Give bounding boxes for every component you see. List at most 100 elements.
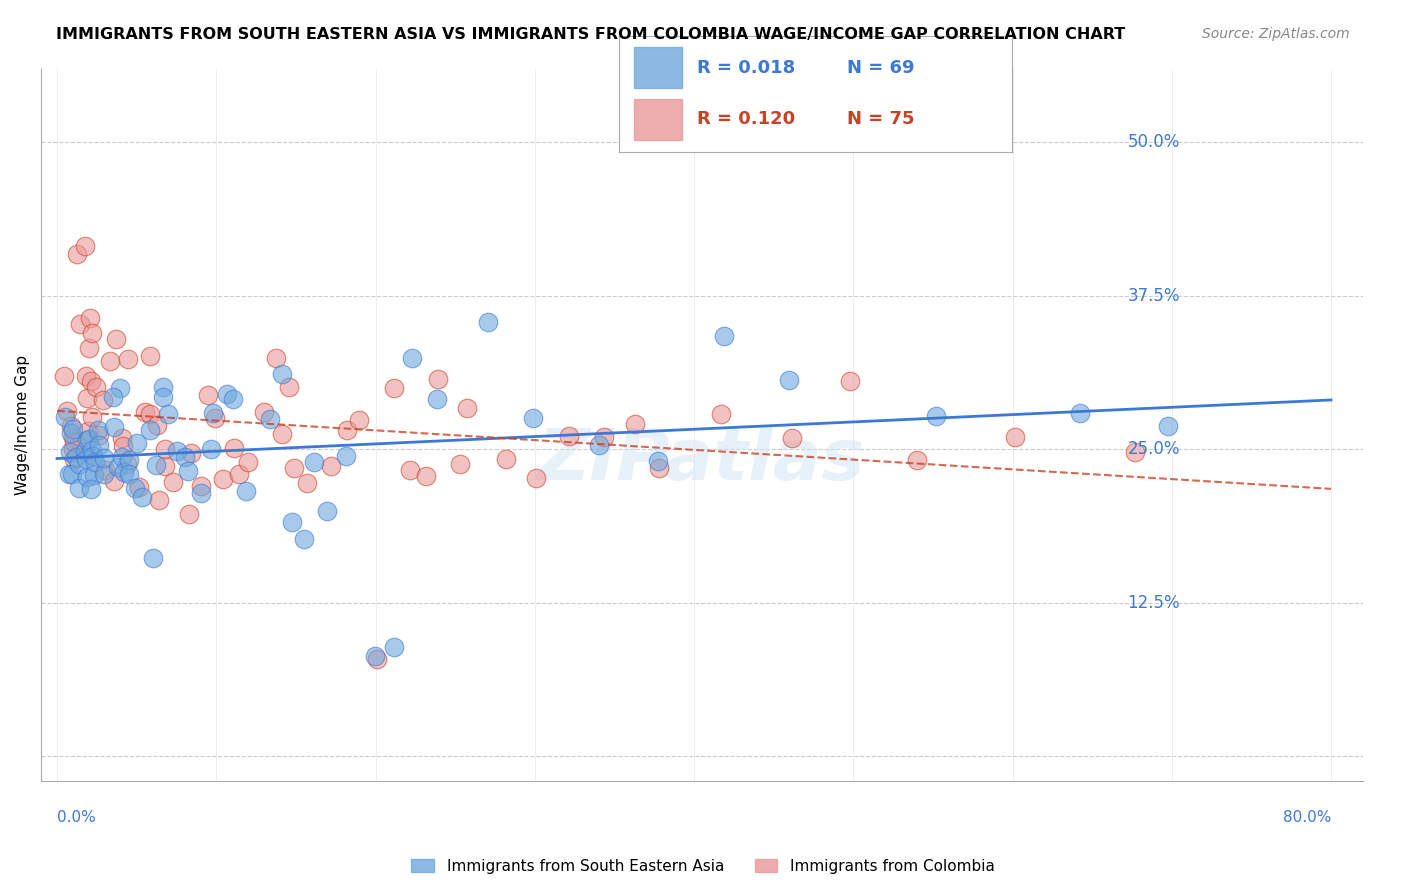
Point: [647, 454, 669, 468]
Text: IMMIGRANTS FROM SOUTH EASTERN ASIA VS IMMIGRANTS FROM COLOMBIA WAGE/INCOME GAP C: IMMIGRANTS FROM SOUTH EASTERN ASIA VS IM…: [56, 27, 1125, 42]
Point: [80, 374, 103, 388]
Legend: Immigrants from South Eastern Asia, Immigrants from Colombia: Immigrants from South Eastern Asia, Immi…: [405, 853, 1001, 880]
Point: [558, 428, 581, 442]
Point: [477, 315, 499, 329]
Point: [162, 475, 184, 489]
Point: [75, 452, 97, 467]
Point: [382, 381, 405, 395]
Point: [271, 368, 294, 382]
Point: [53, 369, 76, 384]
Point: [236, 455, 259, 469]
Point: [76, 469, 98, 483]
Point: [80, 482, 103, 496]
Point: [426, 372, 449, 386]
Point: [83, 468, 105, 483]
Point: [292, 532, 315, 546]
Point: [925, 409, 948, 423]
Point: [60, 419, 83, 434]
Point: [319, 458, 342, 473]
Point: [62, 430, 84, 444]
Point: [67, 457, 90, 471]
Point: [201, 406, 224, 420]
Point: [75, 444, 97, 458]
Point: [67, 481, 90, 495]
Point: [62, 422, 84, 436]
Point: [190, 485, 212, 500]
Point: [177, 507, 200, 521]
Point: [82, 410, 104, 425]
Point: [107, 460, 129, 475]
Text: N = 75: N = 75: [846, 111, 914, 128]
Point: [98, 354, 121, 368]
Text: 25.0%: 25.0%: [1128, 441, 1180, 458]
Point: [131, 491, 153, 505]
Point: [148, 492, 170, 507]
Point: [60, 467, 83, 482]
Point: [59, 445, 82, 459]
Point: [278, 379, 301, 393]
Point: [449, 458, 471, 472]
Point: [75, 369, 97, 384]
Point: [316, 504, 339, 518]
Point: [713, 329, 735, 343]
Point: [103, 474, 125, 488]
Point: [153, 442, 176, 457]
Point: [253, 405, 276, 419]
Point: [281, 516, 304, 530]
Point: [76, 424, 98, 438]
Point: [177, 464, 200, 478]
Point: [524, 471, 547, 485]
Point: [709, 407, 731, 421]
Point: [93, 467, 115, 481]
Point: [65, 450, 87, 465]
Point: [190, 479, 212, 493]
Point: [593, 430, 616, 444]
Point: [77, 341, 100, 355]
Point: [283, 461, 305, 475]
Point: [66, 247, 89, 261]
Point: [624, 417, 647, 432]
Point: [401, 351, 423, 366]
Point: [780, 431, 803, 445]
Point: [62, 435, 84, 450]
Point: [80, 443, 103, 458]
Text: 50.0%: 50.0%: [1128, 133, 1180, 152]
Point: [111, 431, 134, 445]
Point: [63, 451, 86, 466]
Point: [139, 349, 162, 363]
Text: R = 0.120: R = 0.120: [697, 111, 796, 128]
Point: [235, 484, 257, 499]
Point: [124, 481, 146, 495]
Point: [905, 452, 928, 467]
Point: [426, 392, 449, 406]
Bar: [634, 47, 682, 88]
Text: Source: ZipAtlas.com: Source: ZipAtlas.com: [1202, 27, 1350, 41]
Point: [364, 648, 387, 663]
Point: [139, 423, 162, 437]
Point: [1069, 406, 1091, 420]
Text: N = 69: N = 69: [846, 59, 914, 77]
Point: [82, 326, 104, 340]
Point: [152, 390, 174, 404]
Point: [399, 463, 422, 477]
Point: [302, 455, 325, 469]
Point: [101, 390, 124, 404]
Point: [112, 465, 135, 479]
Point: [84, 455, 107, 469]
Point: [138, 407, 160, 421]
Point: [55, 404, 77, 418]
Point: [347, 413, 370, 427]
Point: [215, 387, 238, 401]
Point: [118, 452, 141, 467]
Point: [197, 388, 219, 402]
Point: [839, 374, 862, 388]
Point: [93, 450, 115, 465]
Point: [336, 423, 359, 437]
Point: [146, 417, 169, 432]
Point: [84, 380, 107, 394]
Point: [1004, 430, 1026, 444]
Point: [125, 435, 148, 450]
Point: [105, 332, 128, 346]
Point: [103, 420, 125, 434]
Point: [647, 461, 669, 475]
